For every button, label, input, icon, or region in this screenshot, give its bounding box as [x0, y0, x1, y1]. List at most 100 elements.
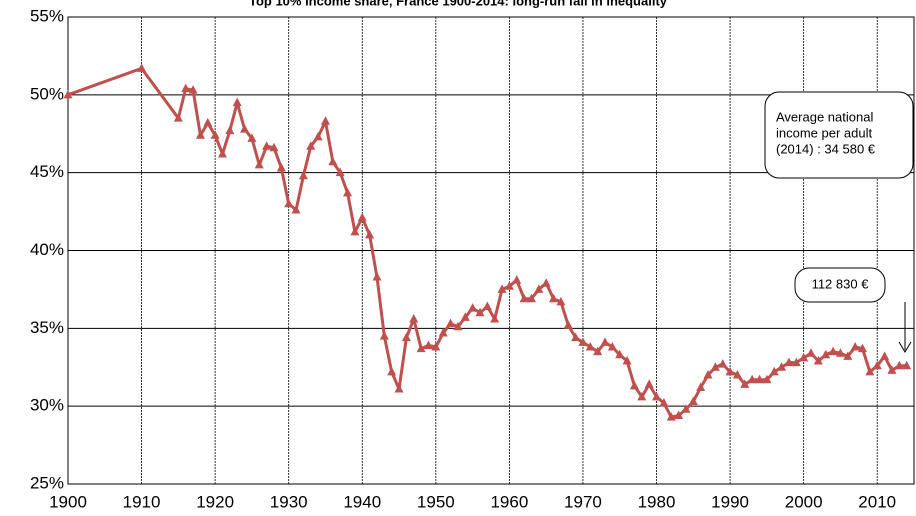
marker: [313, 131, 323, 141]
marker: [740, 379, 750, 388]
marker: [835, 348, 845, 357]
x-tick-label: 1910: [123, 492, 161, 511]
marker: [409, 313, 419, 323]
marker: [247, 133, 257, 142]
x-tick-label: 1940: [343, 492, 381, 511]
marker: [343, 187, 353, 197]
marker: [791, 357, 801, 367]
marker: [446, 318, 456, 328]
x-tick-label: 1930: [270, 492, 308, 511]
marker: [607, 342, 617, 351]
marker: [666, 412, 676, 421]
marker: [350, 226, 360, 236]
marker: [696, 382, 706, 391]
marker: [365, 229, 375, 239]
marker: [225, 125, 235, 135]
y-tick-label: 35%: [30, 318, 64, 337]
marker: [872, 360, 882, 370]
marker: [63, 89, 73, 99]
y-tick-label: 25%: [30, 473, 64, 492]
marker: [173, 113, 183, 122]
marker: [490, 313, 500, 323]
marker: [615, 349, 625, 359]
marker: [401, 332, 411, 342]
marker: [769, 366, 779, 376]
marker: [629, 380, 639, 390]
marker: [298, 170, 308, 180]
marker: [519, 293, 529, 303]
marker: [688, 396, 698, 405]
marker: [240, 124, 250, 133]
marker: [541, 278, 551, 287]
marker: [504, 281, 514, 290]
marker: [468, 303, 478, 312]
x-tick-label: 1980: [638, 492, 676, 511]
marker: [210, 130, 220, 139]
x-tick-label: 1960: [490, 492, 528, 511]
x-tick-label: 1990: [711, 492, 749, 511]
marker: [858, 343, 868, 353]
marker: [423, 340, 433, 349]
marker: [387, 366, 397, 376]
marker: [843, 351, 853, 360]
marker: [850, 342, 860, 351]
marker: [181, 83, 191, 93]
marker: [269, 142, 279, 152]
marker: [512, 275, 522, 284]
annotation-box: [794, 267, 886, 303]
marker: [600, 337, 610, 346]
marker: [887, 365, 897, 374]
x-tick-label: 2000: [785, 492, 823, 511]
marker: [394, 384, 404, 393]
marker: [622, 356, 632, 365]
marker: [291, 205, 301, 214]
marker: [659, 398, 669, 407]
marker: [335, 167, 345, 177]
marker: [784, 357, 794, 367]
marker: [806, 348, 816, 357]
y-tick-label: 50%: [30, 84, 64, 103]
marker: [497, 284, 507, 293]
marker: [902, 360, 912, 370]
marker: [813, 356, 823, 365]
marker: [357, 212, 367, 222]
marker: [254, 159, 264, 169]
marker: [563, 320, 573, 329]
y-tick-label: 55%: [30, 6, 64, 25]
marker: [460, 312, 470, 321]
chart-title: Top 10% income share, France 1900-2014: …: [249, 0, 668, 8]
marker: [438, 328, 448, 337]
marker: [379, 331, 389, 340]
marker: [637, 391, 647, 401]
marker: [828, 346, 838, 356]
y-tick-label: 40%: [30, 240, 64, 259]
marker: [799, 352, 809, 362]
x-tick-label: 1970: [564, 492, 602, 511]
marker: [556, 296, 566, 306]
marker: [217, 148, 227, 158]
annotation-text: (2014) : 34 580 €: [776, 141, 876, 156]
marker: [571, 332, 581, 342]
marker: [482, 301, 492, 311]
y-tick-label: 30%: [30, 396, 64, 415]
marker: [534, 284, 544, 293]
marker: [652, 391, 662, 401]
annotation-arrowhead: [898, 341, 912, 353]
marker: [755, 374, 765, 384]
marker: [306, 141, 316, 150]
marker: [762, 374, 772, 384]
annotation-box: [764, 91, 914, 179]
marker: [203, 117, 213, 127]
marker: [262, 141, 272, 150]
x-tick-label: 1900: [49, 492, 87, 511]
x-tick-label: 2010: [858, 492, 896, 511]
marker: [188, 85, 198, 94]
marker: [475, 307, 485, 317]
marker: [880, 351, 890, 360]
marker: [777, 362, 787, 371]
x-tick-label: 1950: [417, 492, 455, 511]
marker: [681, 404, 691, 413]
marker: [372, 271, 382, 281]
